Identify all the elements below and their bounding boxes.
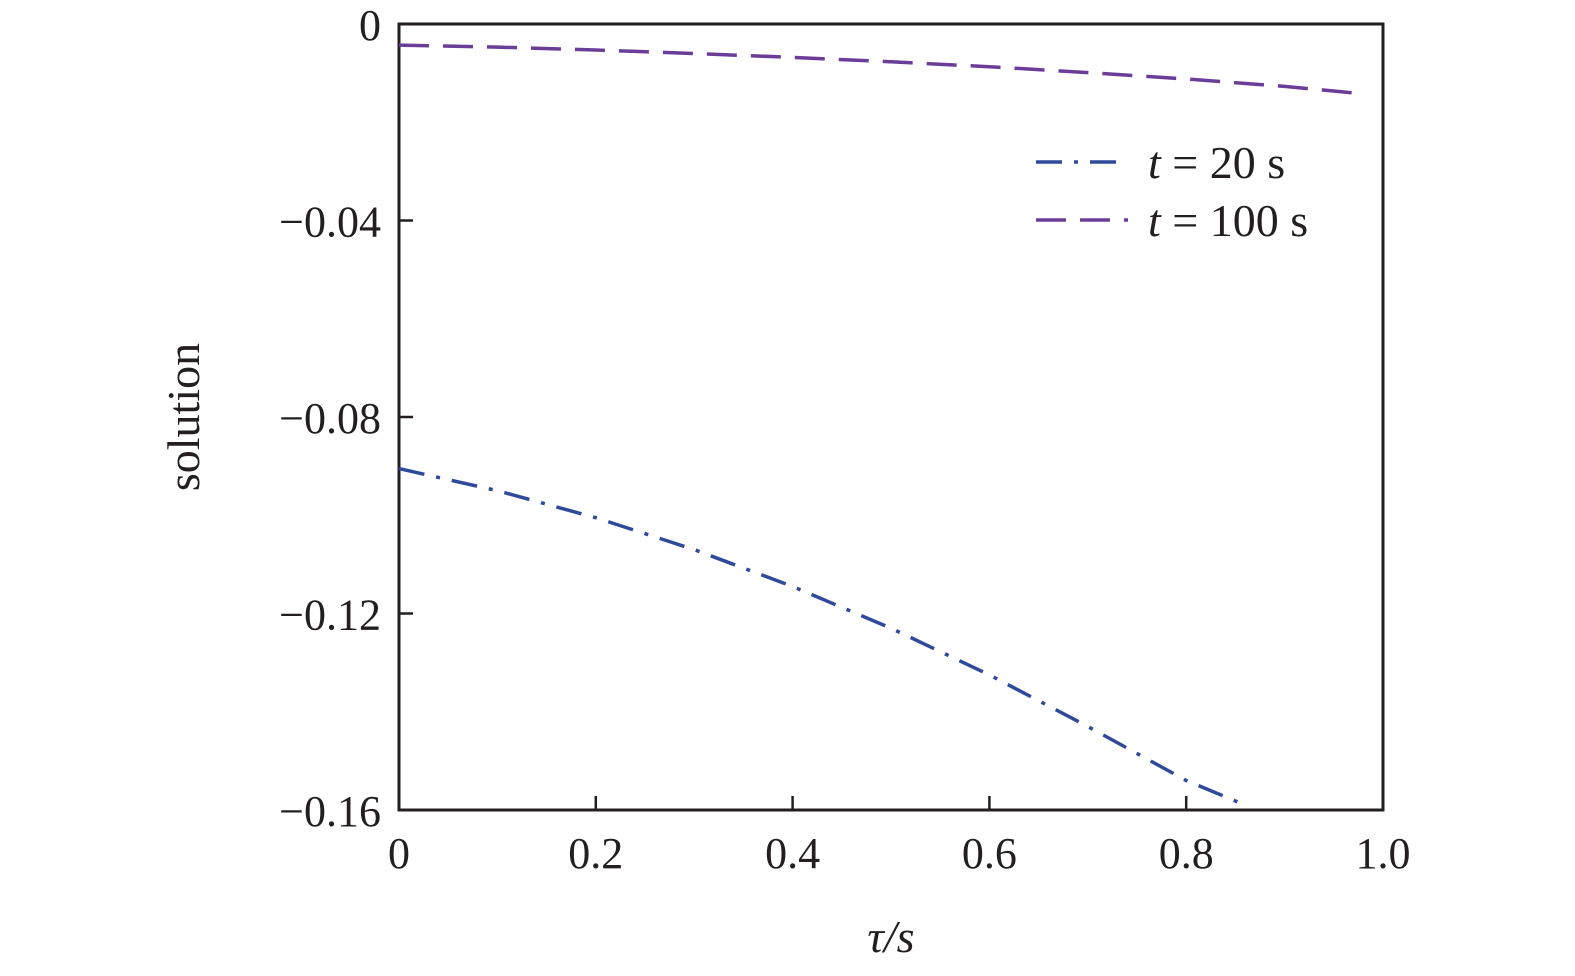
y-tick-label: −0.16 [279,787,381,836]
x-tick-label: 0 [388,829,410,878]
y-tick-label: −0.08 [279,394,381,443]
y-axis: 0 −0.04 −0.08 −0.12 −0.16 [279,1,413,836]
legend: t = 20 s t = 100 s [1036,137,1308,246]
x-tick-label: 0.6 [962,829,1017,878]
y-tick-label: 0 [359,1,381,50]
series-line-1 [398,43,1364,96]
x-axis-label: τ/s [867,911,914,962]
x-tick-label: 0.8 [1159,829,1214,878]
x-tick-label: 1.0 [1356,829,1411,878]
series-layer [398,43,1364,807]
y-tick-label: −0.12 [279,591,381,640]
legend-label-0: t = 20 s [1148,137,1285,188]
y-tick-label: −0.04 [279,198,381,247]
x-axis: 0 0.2 0.4 0.6 0.8 1.0 [388,796,1411,878]
legend-label-1: t = 100 s [1148,195,1308,246]
x-tick-label: 0.4 [765,829,820,878]
x-tick-label: 0.2 [568,829,623,878]
y-axis-label: solution [158,343,209,491]
series-line-0 [398,466,1246,807]
